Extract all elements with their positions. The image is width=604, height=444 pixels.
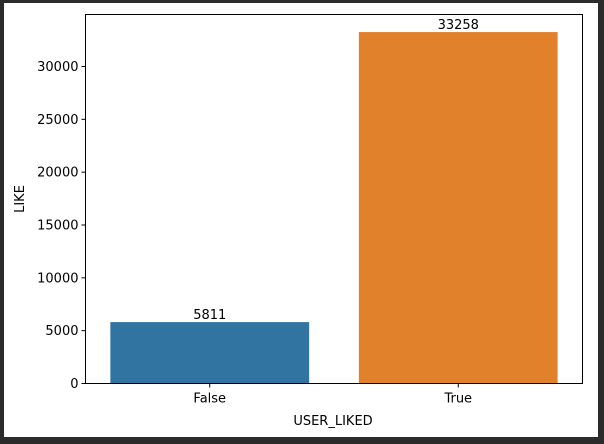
bar-chart: 0 5000 10000 15000 20000 25000 30000 False True…	[13, 14, 583, 429]
y-tick-label: 5000	[45, 324, 78, 339]
y-tick-label: 10000	[37, 271, 78, 286]
bar-true	[358, 32, 558, 384]
y-tick-label: 20000	[37, 166, 78, 181]
bar-false	[110, 322, 310, 384]
y-tick-label: 30000	[37, 60, 78, 75]
x-axis-label: USER_LIKED	[293, 414, 372, 429]
y-tick-label: 25000	[37, 113, 78, 128]
y-axis-label: LIKE	[13, 185, 28, 213]
y-tick-label: 0	[70, 377, 78, 392]
data-label-true: 33258	[438, 18, 479, 33]
chart-canvas: 0 5000 10000 15000 20000 25000 30000 False True…	[4, 3, 598, 437]
data-label-false: 5811	[193, 308, 226, 323]
x-tick-label-false: False	[193, 392, 226, 407]
y-tick-label: 15000	[37, 218, 78, 233]
plot-frame	[85, 14, 583, 384]
x-tick-label-true: True	[443, 392, 472, 407]
